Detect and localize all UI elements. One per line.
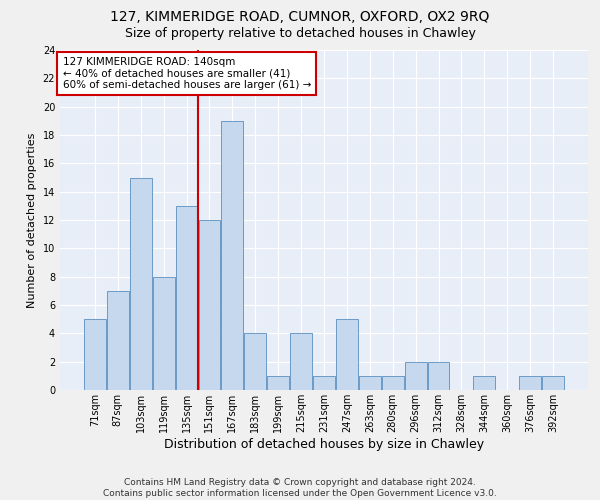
Bar: [428, 362, 449, 390]
Bar: [313, 376, 335, 390]
Bar: [153, 276, 175, 390]
Bar: [107, 291, 128, 390]
Bar: [267, 376, 289, 390]
Bar: [405, 362, 427, 390]
Bar: [520, 376, 541, 390]
Text: Contains HM Land Registry data © Crown copyright and database right 2024.
Contai: Contains HM Land Registry data © Crown c…: [103, 478, 497, 498]
Bar: [84, 319, 106, 390]
Text: 127 KIMMERIDGE ROAD: 140sqm
← 40% of detached houses are smaller (41)
60% of sem: 127 KIMMERIDGE ROAD: 140sqm ← 40% of det…: [62, 57, 311, 90]
Bar: [130, 178, 152, 390]
Bar: [382, 376, 404, 390]
X-axis label: Distribution of detached houses by size in Chawley: Distribution of detached houses by size …: [164, 438, 484, 450]
Bar: [336, 319, 358, 390]
Bar: [290, 334, 312, 390]
Bar: [542, 376, 564, 390]
Bar: [359, 376, 381, 390]
Text: 127, KIMMERIDGE ROAD, CUMNOR, OXFORD, OX2 9RQ: 127, KIMMERIDGE ROAD, CUMNOR, OXFORD, OX…: [110, 10, 490, 24]
Bar: [176, 206, 197, 390]
Bar: [221, 121, 243, 390]
Bar: [199, 220, 220, 390]
Bar: [244, 334, 266, 390]
Bar: [473, 376, 495, 390]
Y-axis label: Number of detached properties: Number of detached properties: [27, 132, 37, 308]
Text: Size of property relative to detached houses in Chawley: Size of property relative to detached ho…: [125, 28, 475, 40]
